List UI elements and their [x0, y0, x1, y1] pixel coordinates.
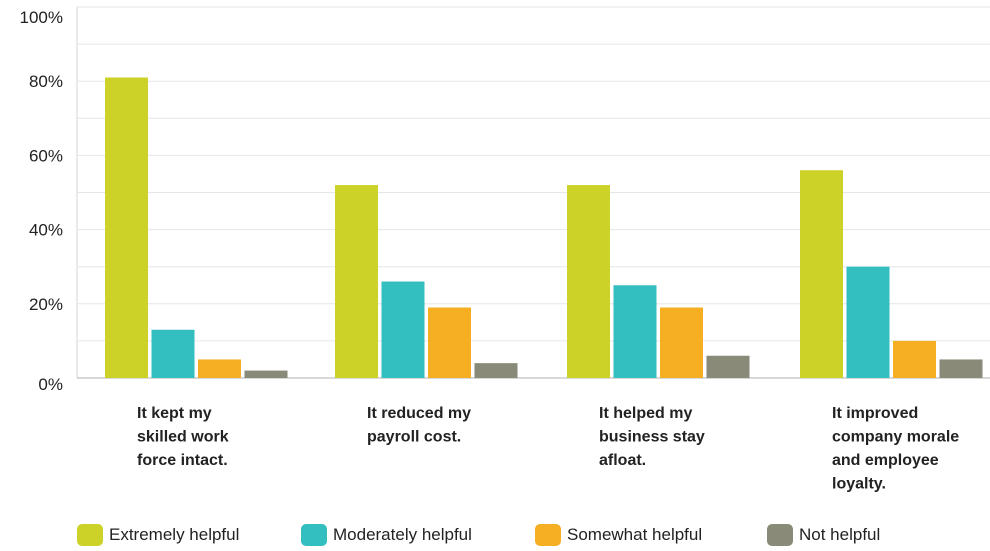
bar: [567, 185, 610, 378]
legend-swatch: [535, 524, 561, 546]
legend-label: Extremely helpful: [109, 525, 240, 544]
legend-item: Somewhat helpful: [535, 521, 702, 549]
bar: [381, 281, 425, 378]
legend-item: Extremely helpful: [77, 521, 239, 549]
category-label-line: It helped my: [599, 405, 692, 422]
bars: [105, 77, 983, 379]
bar: [660, 307, 703, 378]
bar: [474, 363, 518, 378]
category-label: It helped my business stay afloat.: [599, 405, 705, 469]
category-label-line: loyalty.: [832, 476, 886, 493]
x-axis-labels: It kept my skilled work force intact. It re…: [137, 405, 959, 493]
y-tick-label: 80%: [29, 72, 63, 91]
legend-item: Moderately helpful: [301, 521, 472, 549]
y-tick-label: 0%: [38, 375, 63, 394]
category-label: It reduced my payroll cost.: [367, 405, 471, 446]
y-axis-ticks: 0% 20% 40% 60% 80% 100%: [20, 8, 63, 394]
legend-label: Somewhat helpful: [567, 525, 703, 544]
category-label-line: force intact.: [137, 452, 228, 469]
category-label-line: payroll cost.: [367, 429, 461, 446]
category-label: It kept my skilled work force intact.: [137, 405, 229, 469]
bar: [428, 307, 471, 378]
y-tick-label: 100%: [20, 8, 63, 27]
legend: Extremely helpful Moderately helpful Somew…: [0, 521, 990, 551]
bar: [893, 340, 936, 378]
category-label-line: and employee: [832, 452, 939, 469]
y-tick-label: 40%: [29, 221, 63, 240]
bar: [151, 329, 195, 378]
legend-swatch: [767, 524, 793, 546]
category-label-line: It improved: [832, 405, 918, 422]
y-tick-label: 60%: [29, 146, 63, 165]
category-label-line: company morale: [832, 429, 959, 446]
category-label-line: It kept my: [137, 405, 212, 422]
category-label-line: It reduced my: [367, 405, 471, 422]
bar: [939, 359, 983, 378]
bar: [335, 185, 378, 378]
legend-label: Moderately helpful: [333, 525, 472, 544]
legend-swatch: [301, 524, 327, 546]
legend-item: Not helpful: [767, 521, 880, 549]
y-tick-label: 20%: [29, 295, 63, 314]
bar: [706, 355, 750, 378]
bar: [244, 370, 288, 378]
bar: [105, 77, 148, 379]
category-label-line: skilled work: [137, 429, 229, 446]
bar: [613, 285, 657, 378]
category-label: It improved company morale and employee loy…: [832, 405, 959, 493]
bar: [198, 359, 241, 378]
bar: [800, 170, 843, 378]
bar-chart: 0% 20% 40% 60% 80% 100% It kept my skilled wor…: [20, 6, 990, 493]
legend-swatch: [77, 524, 103, 546]
category-label-line: business stay: [599, 429, 705, 446]
category-label-line: afloat.: [599, 452, 646, 469]
legend-label: Not helpful: [799, 525, 881, 544]
bar: [846, 266, 890, 378]
